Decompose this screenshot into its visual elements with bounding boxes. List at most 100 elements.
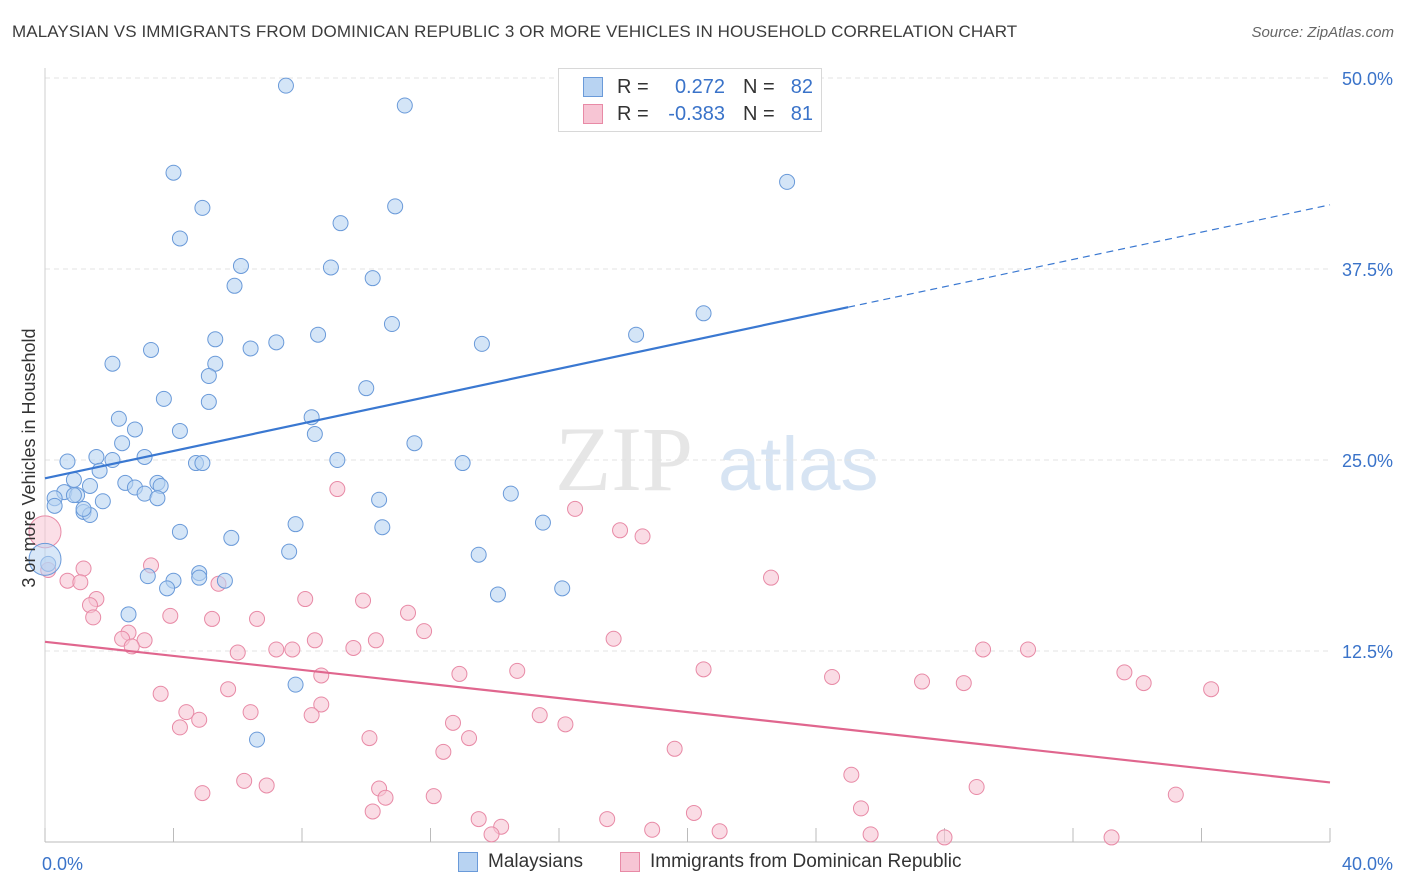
point-immigrants-70: [685, 804, 702, 821]
point-immigrants-53: [444, 714, 461, 731]
legend-n-value: 81: [790, 102, 813, 125]
legend-row-malaysians: R = 0.272 N = 82: [583, 75, 813, 99]
point-malaysians-14: [628, 326, 645, 343]
legend-label-malaysians: Malaysians: [488, 851, 584, 872]
point-malaysians-28: [110, 410, 127, 427]
point-malaysians-1: [396, 97, 413, 114]
point-immigrants-49: [242, 704, 259, 721]
watermark: ZIP atlas: [555, 408, 879, 510]
point-immigrants-5: [612, 522, 629, 539]
point-immigrants-52: [531, 707, 548, 724]
point-immigrants-39: [824, 668, 841, 685]
point-malaysians-71: [216, 572, 233, 589]
point-malaysians-3: [779, 173, 796, 190]
x-tick-label-min: 0.0%: [42, 854, 83, 874]
y-axis-label: 3 or more Vehicles in Household: [19, 328, 39, 587]
source-label: Source: ZipAtlas.com: [1251, 24, 1394, 41]
series-immigrants-points: [28, 481, 1220, 846]
point-malaysians-81: [75, 500, 92, 517]
point-immigrants-21: [416, 623, 433, 640]
point-malaysians-32: [114, 435, 131, 452]
point-malaysians-11: [226, 277, 243, 294]
point-immigrants-67: [425, 788, 442, 805]
point-immigrants-17: [85, 609, 102, 626]
point-immigrants-46: [152, 685, 169, 702]
point-immigrants-25: [306, 632, 323, 649]
y-tick-label-3: 50.0%: [1342, 69, 1393, 89]
point-malaysians-80: [28, 542, 62, 576]
point-immigrants-27: [605, 630, 622, 647]
point-immigrants-62: [258, 777, 275, 794]
legend-n-label: N =: [743, 75, 775, 98]
y-tick-label-1: 25.0%: [1342, 451, 1393, 471]
point-malaysians-17: [310, 326, 327, 343]
trend-line-malaysians-extension: [848, 204, 1331, 308]
point-immigrants-68: [377, 789, 394, 806]
point-malaysians-53: [502, 485, 519, 502]
point-immigrants-56: [361, 730, 378, 747]
x-tick-label-max: 40.0%: [1342, 854, 1393, 874]
point-immigrants-80: [1103, 829, 1120, 846]
point-malaysians-56: [371, 491, 388, 508]
point-immigrants-3: [329, 481, 346, 498]
point-malaysians-41: [454, 455, 471, 472]
trend-lines: [44, 204, 1331, 784]
point-immigrants-64: [968, 778, 985, 795]
point-malaysians-79: [249, 731, 266, 748]
point-immigrants-4: [567, 500, 584, 517]
point-malaysians-57: [94, 493, 111, 510]
point-immigrants-31: [345, 639, 362, 656]
point-immigrants-51: [303, 707, 320, 724]
watermark-zip: ZIP: [555, 408, 693, 510]
legend-n-value: 82: [790, 75, 813, 98]
point-immigrants-54: [557, 716, 574, 733]
axis-labels: 12.5% 25.0% 37.5% 50.0% 0.0% 40.0% 3 or more V…: [19, 69, 1393, 874]
point-immigrants-38: [313, 667, 330, 684]
point-malaysians-5: [387, 198, 404, 215]
point-immigrants-18: [162, 607, 179, 624]
point-malaysians-77: [120, 606, 137, 623]
point-malaysians-40: [194, 455, 211, 472]
point-immigrants-43: [1135, 675, 1152, 692]
point-malaysians-66: [281, 543, 298, 560]
point-malaysians-13: [383, 316, 400, 333]
point-immigrants-71: [852, 800, 869, 817]
point-immigrants-40: [914, 673, 931, 690]
chart-title: MALAYSIAN VS IMMIGRANTS FROM DOMINICAN R…: [12, 22, 1018, 41]
point-immigrants-50: [191, 711, 208, 728]
point-malaysians-62: [534, 514, 551, 531]
point-immigrants-72: [599, 811, 616, 828]
point-immigrants-57: [461, 730, 478, 747]
point-immigrants-55: [171, 719, 188, 736]
point-immigrants-6: [634, 528, 651, 545]
point-immigrants-47: [313, 696, 330, 713]
point-immigrants-16: [400, 604, 417, 621]
point-malaysians-6: [171, 230, 188, 247]
point-immigrants-76: [483, 826, 500, 843]
point-malaysians-16: [268, 334, 285, 351]
point-immigrants-34: [229, 644, 246, 661]
point-immigrants-24: [136, 632, 153, 649]
legend-item-malaysians: Malaysians: [458, 851, 583, 873]
point-immigrants-9: [72, 574, 89, 591]
point-immigrants-36: [509, 662, 526, 679]
point-immigrants-13: [297, 591, 314, 608]
legend-r-label: R =: [617, 102, 649, 125]
point-malaysians-24: [358, 380, 375, 397]
point-malaysians-0: [277, 77, 294, 94]
legend-r-value: 0.272: [674, 75, 725, 98]
point-immigrants-29: [268, 641, 285, 658]
point-malaysians-31: [306, 426, 323, 443]
point-malaysians-72: [191, 569, 208, 586]
point-malaysians-70: [139, 568, 156, 585]
point-malaysians-9: [322, 259, 339, 276]
point-malaysians-29: [126, 421, 143, 438]
series-legend: Malaysians Immigrants from Dominican Rep…: [0, 851, 1406, 877]
legend-item-immigrants: Immigrants from Dominican Republic: [620, 851, 962, 873]
legend-row-immigrants: R = -0.383 N = 81: [583, 102, 813, 126]
point-immigrants-35: [695, 661, 712, 678]
point-immigrants-42: [1116, 664, 1133, 681]
grid: [45, 77, 1330, 652]
y-tick-label-2: 37.5%: [1342, 260, 1393, 280]
trend-line-immigrants: [44, 640, 1331, 784]
